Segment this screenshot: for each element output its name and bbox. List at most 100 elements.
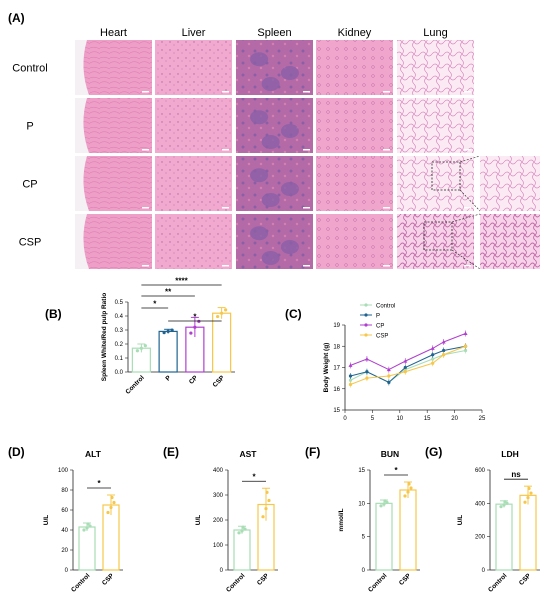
micrograph-lung-control [397,40,474,95]
column-header-lung: Lung [423,27,447,39]
x-tick-label: 10 [396,416,403,422]
significance-label: * [153,300,157,309]
spleen-follicle [261,193,280,207]
zoom-box [431,161,461,191]
y-tick-label: 0 [362,568,366,574]
x-tick-label-p: P [165,374,173,382]
data-point [383,499,387,503]
y-tick-label: 400 [213,468,224,474]
data-point [502,503,506,507]
panel-label-c: (C) [285,307,302,321]
scale-bar [383,91,390,93]
y-tick-label: 300 [213,493,224,499]
y-axis-label: Spleen White/Red pulp Ratio [101,293,108,382]
heart-background-p [75,98,89,153]
y-tick-label: 0.1 [115,356,124,362]
y-tick-label: 16 [333,387,340,393]
data-point [406,490,410,494]
y-tick-label: 100 [58,468,69,474]
panel-label-e: (E) [163,445,179,459]
micrograph-kidney-p [316,98,393,153]
y-axis-label: mmol/L [338,508,345,531]
bar-control [233,529,251,571]
panel-e-ast: (E) AST 0 100 200 300 400 U/L Control CSP * [163,445,278,594]
y-tick-label: 0.2 [115,342,124,348]
data-point [348,382,353,387]
data-point [193,325,197,329]
data-point [170,328,174,332]
micrograph-lung-cp [397,156,474,211]
scale-bar [303,207,310,209]
chart-title-ldh: LDH [501,449,518,459]
micrograph-liver-csp [155,214,232,269]
data-point [442,348,446,353]
data-point [526,496,530,500]
y-tick-label: 0.5 [115,300,124,306]
data-point [220,311,224,315]
micrograph-heart-control [75,40,152,95]
row-label-cp: CP [22,179,37,191]
significance-label: * [394,466,398,475]
micrograph-heart-cp [75,156,152,211]
scale-bar [222,207,229,209]
significance-label: **** [175,277,188,286]
data-point [403,370,407,374]
data-point [365,370,369,374]
y-tick-label: 0 [482,568,486,574]
data-point [348,363,353,367]
panel-label-f: (F) [305,445,320,459]
panel-label-g: (G) [425,445,442,459]
x-tick-label-csp: CSP [398,572,413,587]
micrograph-lung-p [397,98,474,153]
x-tick-label: 20 [451,416,458,422]
panel-label-a: (A) [8,11,25,25]
data-point [431,361,435,365]
micrograph-kidney-control [316,40,393,95]
zoom-connector [459,189,481,212]
x-tick-label-csp: CSP [212,374,227,389]
scale-bar [142,91,149,93]
y-tick-label: 18 [333,344,340,350]
data-point [348,374,353,378]
data-point [348,378,353,382]
panel-a-histology: (A) Heart Liver Spleen Kidney Lung Control P CP C… [8,11,540,270]
data-point [110,495,114,500]
column-header-spleen: Spleen [257,27,291,39]
data-point [379,504,383,508]
micrograph-heart-csp [75,214,152,269]
data-point [265,490,269,494]
data-point [409,486,413,490]
panel-d-alt: (D) ALT 0 20 40 60 80 100 U/L Control CSP * [8,445,123,594]
data-point [463,348,468,353]
panel-g-ldh: (G) LDH 0 200 400 600 U/L Control CSP ns [425,445,540,594]
zoom-box [423,221,453,251]
scale-bar [383,265,390,267]
data-point [261,515,265,519]
data-point [240,529,244,533]
data-point [403,494,407,498]
spleen-follicle [280,66,299,80]
series-line-cp [350,333,466,371]
y-tick-label: 0 [65,568,69,574]
lung-zoom-inset [480,214,540,269]
y-tick-label: 600 [475,468,486,474]
micrograph-heart-p [75,98,152,153]
data-point [112,500,116,505]
data-point [527,486,531,491]
y-tick-label: 200 [475,535,486,541]
scale-bar [303,91,310,93]
heart-background-control [75,40,89,95]
data-point [264,506,268,511]
bar-p [158,330,178,373]
panel-f-bun: (F) BUN 0 5 10 15 mmol/L Control CSP * [305,445,420,594]
data-point [441,340,446,344]
panel-b-spleen-ratio: (B) 0.0 0.1 0.2 0.3 0.4 0.5 Spleen White/Red pu… [45,277,235,396]
y-tick-label: 80 [61,488,68,494]
legend-label-cp: CP [376,324,384,330]
data-point [463,331,468,335]
y-tick-label: 40 [61,528,68,534]
data-point [224,308,228,312]
significance-label: ns [511,470,521,479]
y-tick-label: 0.3 [115,328,124,334]
panel-c-body-weight: (C) 15 16 17 18 19 0 5 10 15 20 25 Body Weight (g) Co… [285,303,486,422]
